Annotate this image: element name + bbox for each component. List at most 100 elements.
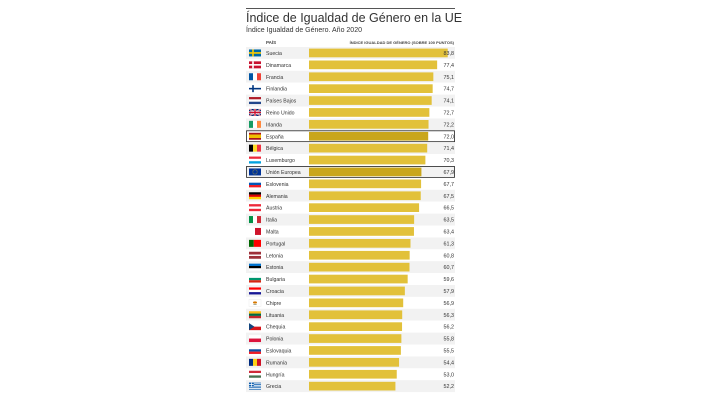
chart-row: Portugal 61,3 [246, 237, 455, 250]
category-label: Malta [266, 229, 279, 235]
flag-latvia-icon [249, 251, 261, 259]
category-label: Dinamarca [266, 63, 291, 69]
chart-row: Chipre 56,9 [246, 296, 455, 309]
category-label: Suecia [266, 51, 282, 57]
value-label: 60,8 [444, 253, 455, 259]
bar [309, 262, 410, 272]
flag-greece-icon [249, 382, 261, 390]
flag-czechia-icon [249, 323, 261, 331]
value-label: 72,7 [444, 110, 455, 116]
category-label: Francia [266, 75, 283, 81]
chart-row: Letonia 60,8 [246, 249, 455, 262]
category-label: Letonia [266, 253, 283, 259]
value-label: 59,6 [444, 277, 455, 283]
flag-spain-icon [249, 132, 261, 140]
value-label: 74,7 [444, 87, 455, 93]
category-label: España [266, 134, 284, 140]
category-label: Croacia [266, 289, 284, 295]
value-label: 67,9 [444, 170, 455, 176]
value-label: 55,5 [444, 348, 455, 354]
value-label: 52,2 [444, 384, 455, 390]
chart-row: Italia 63,5 [246, 213, 455, 226]
bar [309, 191, 421, 201]
bar [309, 227, 414, 236]
chart-row: Lituania 56,3 [246, 308, 455, 321]
category-label: Estonia [266, 265, 283, 271]
value-label: 83,8 [444, 51, 455, 57]
chart-row: Croacia 57,9 [246, 285, 455, 297]
flag-cyprus-icon [248, 299, 262, 307]
bar [309, 369, 397, 379]
chart-row: Reino Unido 72,7 [246, 106, 455, 119]
category-label: Italia [266, 218, 277, 224]
flag-finland-icon [249, 85, 261, 93]
chart-row: Países Bajos 74,1 [246, 94, 455, 107]
value-label: 75,1 [444, 75, 455, 81]
flag-france-icon [249, 73, 261, 81]
value-label: 67,7 [444, 182, 455, 188]
flag-italy-icon [249, 216, 261, 224]
flag-denmark-icon [249, 61, 261, 69]
chart-row: Dinamarca 77,4 [246, 58, 455, 71]
value-label: 56,2 [444, 325, 455, 331]
chart-row: Malta 63,4 [246, 225, 455, 238]
chart-row: Estonia 60,7 [246, 261, 455, 274]
value-label: 60,7 [444, 265, 455, 271]
bar [309, 96, 432, 105]
bar [309, 322, 403, 331]
flag-belgium-icon [249, 144, 261, 152]
chart-row: Eslovaquia 55,5 [246, 344, 455, 357]
flag-hungary-icon [249, 370, 261, 378]
bar [309, 334, 402, 343]
value-label: 72,2 [444, 122, 455, 128]
flag-germany-icon [249, 192, 261, 200]
category-label: Bélgica [266, 146, 283, 152]
flag-sweden-icon [249, 49, 261, 57]
category-label: Alemania [266, 194, 288, 200]
bar [309, 131, 429, 141]
value-label: 67,5 [444, 194, 455, 200]
category-label: Reino Unido [266, 110, 295, 116]
bar [309, 108, 430, 117]
value-label: 72,0 [444, 134, 455, 140]
chart-row: Francia 75,1 [246, 70, 455, 83]
chart-row: Bélgica 71,4 [246, 142, 455, 155]
bar [309, 143, 428, 153]
chart-row: Luxemburgo 70,3 [246, 154, 455, 166]
value-label: 53,0 [444, 372, 455, 378]
bar [309, 239, 411, 248]
value-label: 63,5 [444, 218, 455, 224]
bar [309, 250, 410, 260]
flag-lithuania-icon [249, 311, 261, 319]
category-label: Eslovaquia [266, 348, 291, 354]
chart-row: Unión Europea 67,9 [246, 166, 455, 178]
chart-subtitle: Índice Igualdad de Género. Año 2020 [246, 27, 362, 34]
value-label: 74,1 [444, 99, 455, 105]
category-label: Austria [266, 206, 282, 212]
value-label: 71,4 [444, 146, 455, 152]
bar [309, 203, 420, 212]
chart-row: Alemania 67,5 [246, 189, 455, 202]
bar [309, 381, 396, 391]
category-label: Portugal [266, 241, 285, 247]
category-label: Grecia [266, 384, 281, 390]
country-column-header: PAÍS [266, 38, 276, 45]
category-label: Lituania [266, 313, 284, 319]
bar [309, 179, 422, 189]
category-label: Finlandia [266, 87, 287, 93]
title-rule [246, 8, 455, 9]
chart-row: Finlandia 74,7 [246, 82, 455, 95]
flag-romania-icon [249, 358, 261, 366]
chart-row: Irlanda 72,2 [246, 118, 455, 131]
bar [309, 120, 429, 129]
value-label: 66,5 [444, 206, 455, 212]
value-label: 63,4 [444, 229, 455, 235]
flag-portugal-icon [249, 239, 261, 247]
flag-slovenia-icon [249, 180, 261, 188]
flag-eu-icon [249, 168, 261, 176]
bar [309, 286, 405, 296]
value-column-header: ÍNDICE IGUALDAD DE GÉNERO (SOBRE 100 PUN… [350, 40, 455, 45]
chart-row: Austria 66,5 [246, 201, 455, 214]
chart-row: Suecia 83,8 [246, 47, 455, 59]
